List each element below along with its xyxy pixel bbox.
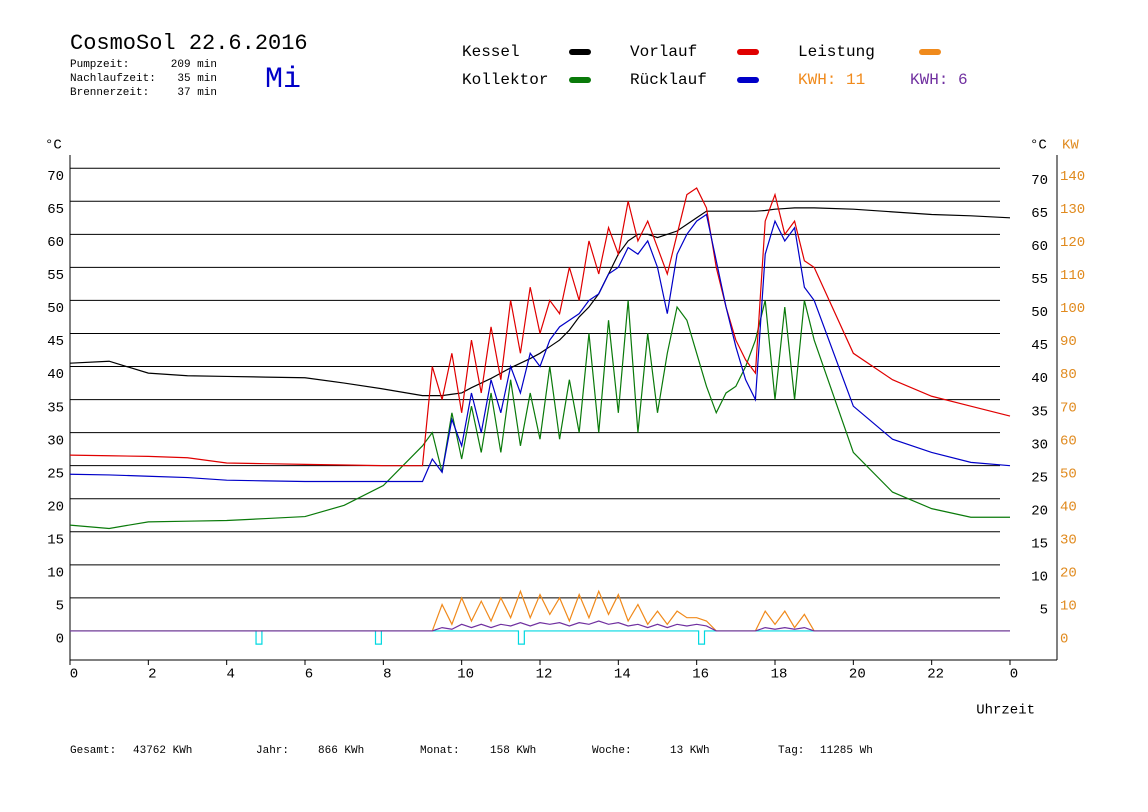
series-line — [70, 620, 1010, 632]
stat-value: 209 min — [171, 59, 217, 71]
total-value: 158 KWh — [490, 745, 536, 757]
y-right-tick-label: 40 — [1031, 371, 1048, 387]
stat-label: Pumpzeit: — [70, 59, 129, 71]
energy-label: KWH: 6 — [910, 71, 968, 89]
y-tick-label: 15 — [47, 532, 64, 548]
y-tick-label: 65 — [47, 202, 64, 218]
legend-label: Leistung — [798, 43, 875, 61]
y2-tick-label: 110 — [1060, 268, 1085, 284]
y-right-tick-label: 30 — [1031, 437, 1048, 453]
legend-label: Kollektor — [462, 71, 548, 89]
pump-line — [70, 630, 1010, 645]
x-tick-label: 14 — [614, 667, 631, 683]
y-tick-label: 5 — [56, 599, 64, 615]
y2-tick-label: 90 — [1060, 334, 1077, 350]
y-right-tick-label: 70 — [1031, 173, 1048, 189]
y-tick-label: 25 — [47, 466, 64, 482]
y2-tick-label: 60 — [1060, 433, 1077, 449]
y2-tick-label: 40 — [1060, 499, 1077, 515]
y-tick-label: 40 — [47, 367, 64, 383]
y-right-tick-label: 65 — [1031, 206, 1048, 222]
y2-tick-label: 120 — [1060, 235, 1085, 251]
y2-axis-unit: KW — [1062, 138, 1079, 154]
series-line — [69, 213, 1011, 483]
y-right-tick-label: 55 — [1031, 272, 1048, 288]
y-right-tick-label: 35 — [1031, 404, 1048, 420]
y2-tick-label: 20 — [1060, 566, 1077, 582]
x-tick-label: 12 — [536, 667, 553, 683]
y-right-tick-label: 45 — [1031, 338, 1048, 354]
stat-value: 35 min — [177, 73, 217, 85]
total-value: 866 KWh — [318, 745, 364, 757]
x-tick-label: 8 — [383, 667, 391, 683]
total-label: Monat: — [420, 745, 460, 757]
y2-tick-label: 130 — [1060, 202, 1085, 218]
y2-tick-label: 50 — [1060, 466, 1077, 482]
x-tick-label: 16 — [692, 667, 709, 683]
x-tick-label: 2 — [148, 667, 156, 683]
y-tick-label: 70 — [47, 169, 64, 185]
stat-value: 37 min — [177, 87, 217, 99]
y-right-tick-label: 25 — [1031, 470, 1048, 486]
x-tick-label: 22 — [927, 667, 944, 683]
y2-tick-label: 10 — [1060, 599, 1077, 615]
x-tick-label: 0 — [1010, 667, 1018, 683]
y-right-tick-label: 20 — [1031, 503, 1048, 519]
y-right-tick-label: 10 — [1031, 570, 1048, 586]
total-label: Woche: — [592, 745, 632, 757]
y-right-unit: °C — [1030, 138, 1047, 154]
legend-label: Kessel — [462, 43, 520, 61]
total-value: 43762 KWh — [133, 745, 192, 757]
y-tick-label: 0 — [56, 632, 64, 648]
x-tick-label: 4 — [226, 667, 234, 683]
x-tick-label: 18 — [771, 667, 788, 683]
x-tick-label: 10 — [457, 667, 474, 683]
y-right-tick-label: 15 — [1031, 536, 1048, 552]
y-tick-label: 35 — [47, 400, 64, 416]
y2-tick-label: 30 — [1060, 532, 1077, 548]
y-axis-unit: °C — [45, 138, 62, 154]
total-label: Jahr: — [256, 745, 289, 757]
y-right-tick-label: 5 — [1040, 603, 1048, 619]
total-value: 11285 Wh — [820, 745, 873, 757]
legend-label: Vorlauf — [630, 43, 697, 61]
y2-tick-label: 80 — [1060, 367, 1077, 383]
total-value: 13 KWh — [670, 745, 710, 757]
y-tick-label: 10 — [47, 566, 64, 582]
stat-label: Nachlaufzeit: — [70, 73, 156, 85]
y-tick-label: 50 — [47, 301, 64, 317]
x-tick-label: 20 — [849, 667, 866, 683]
weekday: Mi — [265, 63, 301, 97]
y-right-tick-label: 50 — [1031, 305, 1048, 321]
y2-tick-label: 0 — [1060, 632, 1068, 648]
x-axis-title: Uhrzeit — [976, 703, 1035, 719]
y-tick-label: 60 — [47, 235, 64, 251]
y-tick-label: 20 — [47, 499, 64, 515]
x-tick-label: 6 — [305, 667, 313, 683]
y2-tick-label: 100 — [1060, 301, 1085, 317]
y-right-tick-label: 60 — [1031, 239, 1048, 255]
total-label: Gesamt: — [70, 745, 116, 757]
y-tick-label: 55 — [47, 268, 64, 284]
y-tick-label: 45 — [47, 334, 64, 350]
total-label: Tag: — [778, 745, 804, 757]
energy-label: KWH: 11 — [798, 71, 865, 89]
series-line — [69, 300, 1010, 530]
stat-label: Brennerzeit: — [70, 87, 149, 99]
x-tick-label: 0 — [70, 667, 78, 683]
chart-title: CosmoSol 22.6.2016 — [70, 31, 308, 56]
y-tick-label: 30 — [47, 433, 64, 449]
y2-tick-label: 70 — [1060, 400, 1077, 416]
y2-tick-label: 140 — [1060, 169, 1085, 185]
series-line — [69, 187, 1011, 467]
legend-label: Rücklauf — [630, 71, 707, 89]
